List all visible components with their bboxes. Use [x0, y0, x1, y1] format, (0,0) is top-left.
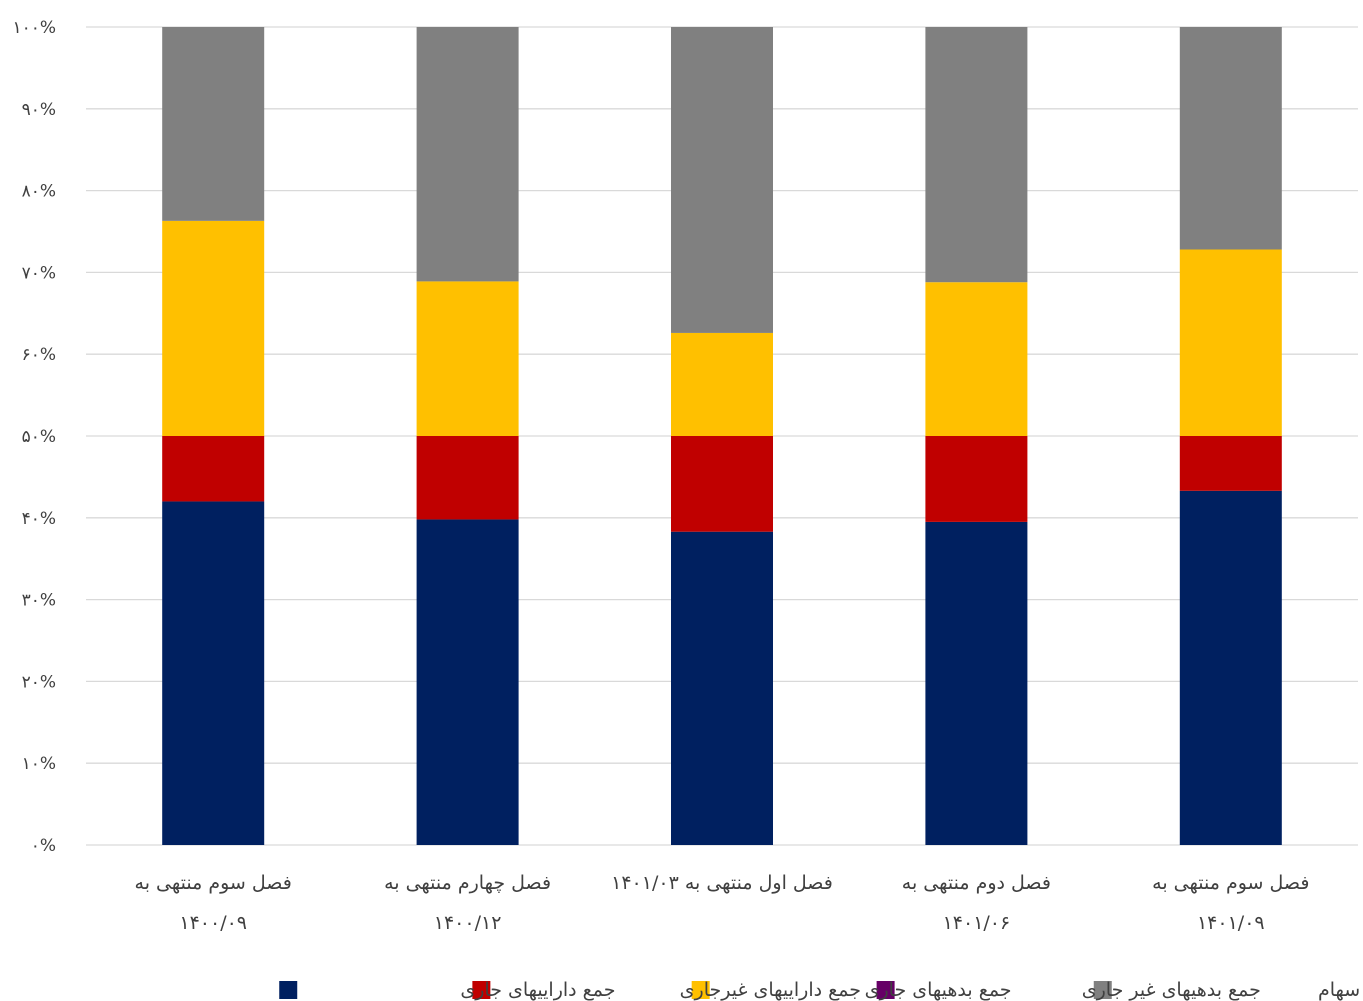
y-tick-label: ۸۰%	[22, 182, 56, 202]
y-tick-label: ۷۰%	[22, 263, 56, 283]
bar-segment	[1179, 27, 1282, 250]
category-label: فصل چهارم منتهی به	[384, 872, 551, 894]
bar-segment	[416, 519, 519, 845]
y-tick-label: ۴۰%	[22, 509, 56, 529]
x-axis-category-labels: فصل سوم منتهی به ۱۴۰۰/۰۹ فصل چهارم منتهی ب…	[135, 872, 1310, 934]
legend-label: جمع بدهیهای جاری	[865, 979, 1012, 1001]
category-label: فصل اول منتهی به ۱۴۰۱/۰۳	[611, 872, 833, 894]
category-label: فصل سوم منتهی به	[1152, 872, 1309, 894]
category-label: فصل دوم منتهی به	[902, 872, 1051, 894]
category-date-label: ۱۴۰۱/۰۶	[943, 912, 1011, 934]
legend-label: جمع بدهیهای غیر جاری	[1082, 979, 1261, 1001]
bar-segment	[671, 27, 773, 333]
bar-segment	[925, 436, 1028, 522]
bar-segment	[925, 521, 1028, 845]
bar-segment	[1179, 490, 1282, 845]
bar-segment	[162, 220, 265, 436]
y-tick-label: ۰%	[31, 836, 56, 856]
category-date-label: ۱۴۰۰/۰۹	[179, 912, 247, 934]
legend-swatch	[472, 981, 491, 999]
y-tick-label: ۹۰%	[22, 100, 56, 120]
bar-segment	[416, 27, 519, 282]
bar-segment	[925, 27, 1028, 283]
y-tick-label: ۲۰%	[22, 672, 56, 692]
bar-segment	[162, 27, 265, 221]
legend-label: جمع حقوق صاحبان سهام	[1318, 979, 1363, 1001]
y-tick-label: ۶۰%	[22, 345, 56, 365]
bar-segment	[416, 436, 519, 520]
legend-swatch	[691, 981, 710, 999]
category-date-label: ۱۴۰۰/۱۲	[434, 912, 502, 934]
category-label: فصل سوم منتهی به	[135, 872, 292, 894]
legend-label: جمع داراییهای غیرجاری	[680, 979, 861, 1001]
legend-swatch	[876, 981, 895, 999]
legend-swatch	[279, 981, 298, 999]
y-tick-label: ۵۰%	[22, 427, 56, 447]
bar-segment	[671, 332, 773, 436]
bar-segment	[162, 501, 265, 845]
legend-swatch	[1093, 981, 1112, 999]
legend-label: جمع داراییهای جاری	[460, 979, 615, 1001]
y-tick-label: ۱۰%	[22, 754, 56, 774]
bars	[162, 27, 1282, 845]
bar-segment	[416, 281, 519, 436]
bar-segment	[671, 436, 773, 532]
category-date-label: ۱۴۰۱/۰۹	[1197, 912, 1265, 934]
y-tick-label: ۳۰%	[22, 591, 56, 611]
bar-segment	[1179, 436, 1282, 491]
legend: جمع حقوق صاحبان سهام جمع بدهیهای غیر جاری…	[279, 979, 1363, 1001]
y-axis-tick-labels: ۰% ۱۰% ۲۰% ۳۰% ۴۰% ۵۰% ۶۰% ۷۰% ۸۰% ۹۰% ۱۰۰%	[12, 18, 56, 856]
bar-segment	[925, 282, 1028, 436]
bar-segment	[671, 531, 773, 845]
bar-segment	[1179, 249, 1282, 436]
y-tick-label: ۱۰۰%	[12, 18, 56, 38]
bar-segment	[162, 436, 265, 502]
